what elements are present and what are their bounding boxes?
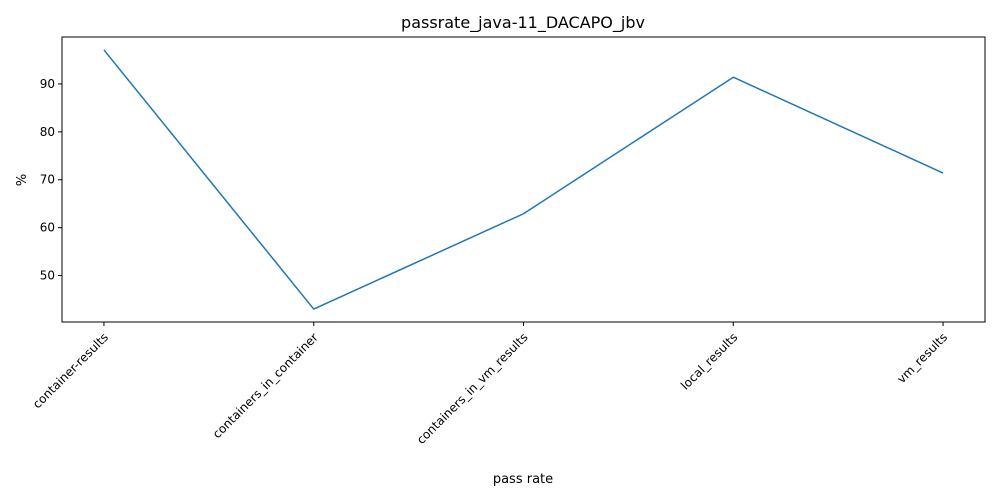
x-tick-label-container-results: container-results xyxy=(30,330,111,411)
plot-area: 50 60 70 80 90 container-results containers_in… xyxy=(30,36,986,447)
y-tick-label-90: 90 xyxy=(40,77,55,91)
x-tick-label-containers_in_container: containers_in_container xyxy=(210,330,321,441)
y-tick-label-50: 50 xyxy=(40,269,55,283)
x-tick-label-local_results: local_results xyxy=(678,330,740,392)
chart-title: passrate_java-11_DACAPO_jbv xyxy=(401,13,645,33)
y-tick-label-70: 70 xyxy=(40,173,55,187)
y-tick-label-80: 80 xyxy=(40,125,55,139)
y-axis-label: % xyxy=(15,174,30,186)
plot-frame xyxy=(61,36,986,323)
x-tick-label-vm_results: vm_results xyxy=(894,330,950,386)
y-tick-label-60: 60 xyxy=(40,221,55,235)
series-line-0 xyxy=(103,49,944,310)
x-axis-label: pass rate xyxy=(493,472,553,487)
x-tick-label-containers_in_vm_results: containers_in_vm_results xyxy=(414,330,531,447)
